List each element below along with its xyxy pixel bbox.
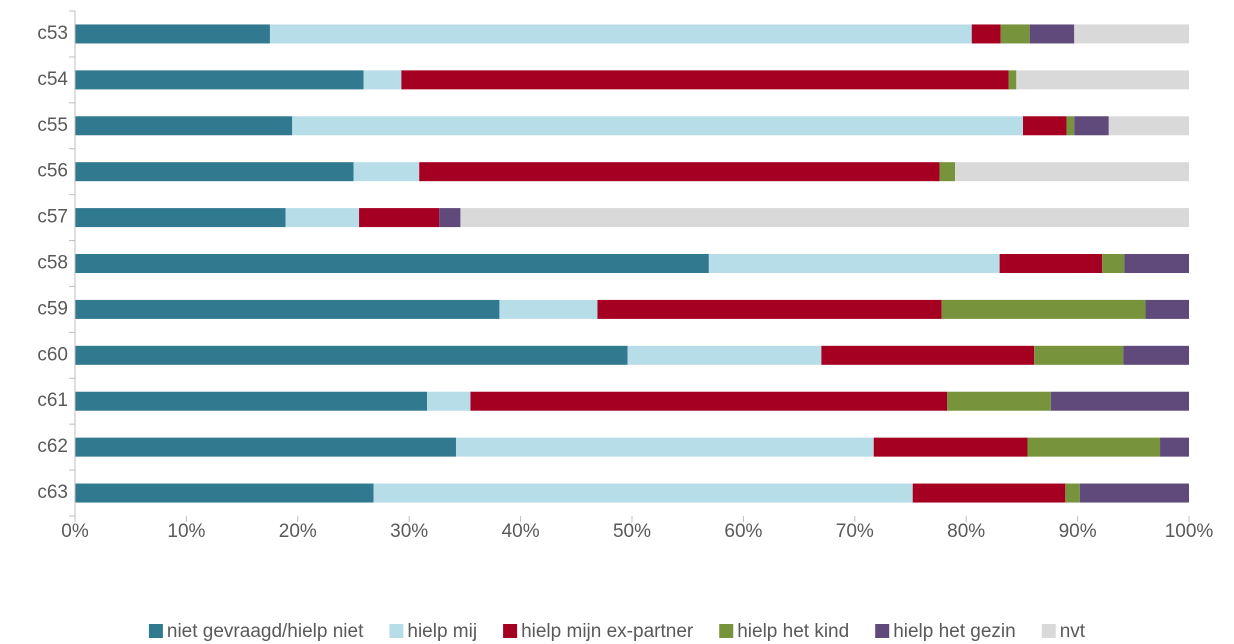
bar-segment [75, 116, 293, 136]
y-tick-label: c54 [37, 69, 68, 90]
bar-segment [955, 162, 1189, 182]
bar-segment [1160, 437, 1189, 457]
x-tick-label: 10% [167, 521, 205, 542]
y-tick-label: c63 [37, 482, 68, 503]
bar-segment [75, 391, 428, 411]
bar-segment [359, 208, 440, 228]
y-tick-label: c57 [37, 207, 68, 228]
bar-segment [75, 437, 456, 457]
y-tick-label: c56 [37, 161, 68, 182]
bar-segment [292, 116, 1024, 136]
bar-segment [75, 299, 500, 319]
legend-label: nvt [1060, 621, 1086, 642]
x-tick-label: 30% [390, 521, 428, 542]
bar-segment [499, 299, 598, 319]
bar-segment [947, 391, 1051, 411]
bar-segment [401, 70, 1009, 90]
bar-segment [912, 483, 1066, 503]
y-tick-label: c62 [37, 436, 68, 457]
x-tick-label: 60% [724, 521, 762, 542]
bar-segment [75, 208, 286, 228]
bar-segment [75, 254, 709, 273]
bar-segment [1066, 116, 1075, 136]
bar-segment [627, 345, 822, 365]
legend-label: niet gevraagd/hielp niet [167, 621, 364, 642]
bar-segment [75, 345, 628, 365]
bar-segment [941, 299, 1146, 319]
y-tick-label: c55 [37, 115, 68, 136]
x-tick-label: 80% [947, 521, 985, 542]
legend-label: hielp mijn ex-partner [521, 621, 694, 642]
legend-label: hielp het gezin [893, 621, 1016, 642]
bar-segment [597, 299, 942, 319]
bar-segment [1079, 483, 1189, 503]
bar-segment [470, 391, 948, 411]
bar-segment [1102, 254, 1125, 273]
bar-segment [999, 254, 1103, 273]
bar-segment [419, 162, 940, 182]
y-tick-label: c58 [37, 253, 68, 274]
bar-segment [1074, 24, 1189, 44]
legend-swatch [503, 624, 518, 638]
bar-segment [1145, 299, 1189, 319]
x-tick-label: 40% [502, 521, 540, 542]
x-tick-label: 20% [279, 521, 317, 542]
bar-segment [873, 437, 1028, 457]
bar-segment [373, 483, 913, 503]
bar-segment [708, 254, 1000, 273]
bar-segment [1023, 116, 1067, 136]
legend-swatch [389, 624, 404, 638]
x-tick-label: 0% [61, 521, 89, 542]
x-tick-label: 100% [1165, 521, 1214, 542]
bar-segment [75, 483, 374, 503]
bar-segment [363, 70, 402, 90]
bar-segment [1034, 345, 1124, 365]
bar-segment [821, 345, 1035, 365]
bar-segment [1124, 254, 1189, 273]
bar-segment [1050, 391, 1189, 411]
x-tick-label: 90% [1059, 521, 1097, 542]
bar-segment [75, 70, 364, 90]
y-tick-label: c59 [37, 298, 68, 319]
bar-segment [1074, 116, 1109, 136]
bar-segment [1027, 437, 1161, 457]
bar-segment [269, 24, 972, 44]
bar-segment [353, 162, 420, 182]
legend-swatch [719, 624, 734, 638]
bar-segment [427, 391, 471, 411]
bar-segment [1016, 70, 1189, 90]
bar-segment [939, 162, 956, 182]
bar-segment [460, 208, 1190, 228]
bar-segment [285, 208, 360, 228]
bar-segment [1108, 116, 1189, 136]
bar-segment [75, 162, 354, 182]
bar-segment [439, 208, 461, 228]
y-tick-label: c53 [37, 23, 68, 44]
bar-segment [1008, 70, 1017, 90]
legend-label: hielp het kind [737, 621, 849, 642]
legend-swatch [875, 624, 890, 638]
x-tick-label: 70% [836, 521, 874, 542]
legend-label: hielp mij [407, 621, 477, 642]
x-tick-label: 50% [613, 521, 651, 542]
legend-swatch [148, 624, 163, 638]
bar-segment [75, 24, 270, 44]
bar-segment [1123, 345, 1189, 365]
bar-segment [455, 437, 874, 457]
bar-segment [1065, 483, 1080, 503]
y-tick-label: c61 [37, 390, 68, 411]
bar-segment [1029, 24, 1075, 44]
y-tick-label: c60 [37, 344, 68, 365]
bar-segment [1000, 24, 1030, 44]
legend-swatch [1041, 624, 1056, 638]
bar-segment [971, 24, 1001, 44]
